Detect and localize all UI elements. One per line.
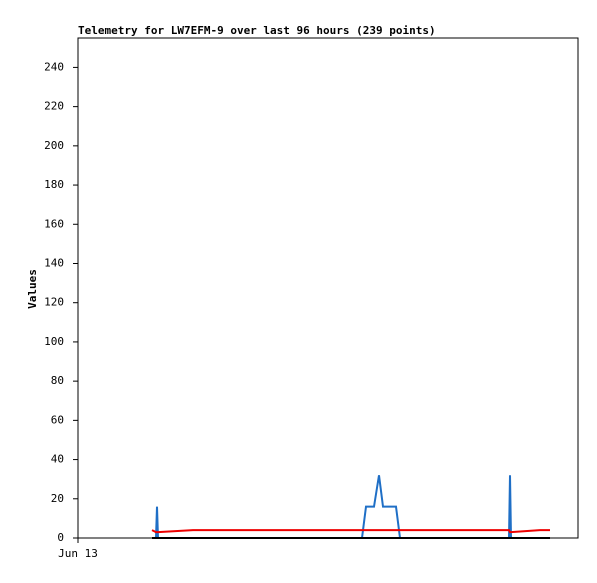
series-line [152,475,550,539]
series-line [151,529,550,534]
y-tick-label: 20 [51,492,64,505]
y-tick-label: 100 [44,335,64,348]
y-tick-label: 220 [44,100,64,113]
y-tick-label: 80 [51,374,64,387]
y-tick-label: 40 [51,453,64,466]
y-axis-label: Values [26,269,39,309]
y-tick-label: 180 [44,178,64,191]
y-tick-label: 0 [57,531,64,544]
y-tick-label: 240 [44,60,64,73]
y-tick-label: 140 [44,256,64,269]
y-tick-label: 60 [51,413,64,426]
x-tick-label: Jun 13 [58,547,98,560]
y-tick-label: 120 [44,296,64,309]
y-tick-label: 200 [44,139,64,152]
y-tick-label: 160 [44,217,64,230]
chart-title: Telemetry for LW7EFM-9 over last 96 hour… [78,24,436,37]
